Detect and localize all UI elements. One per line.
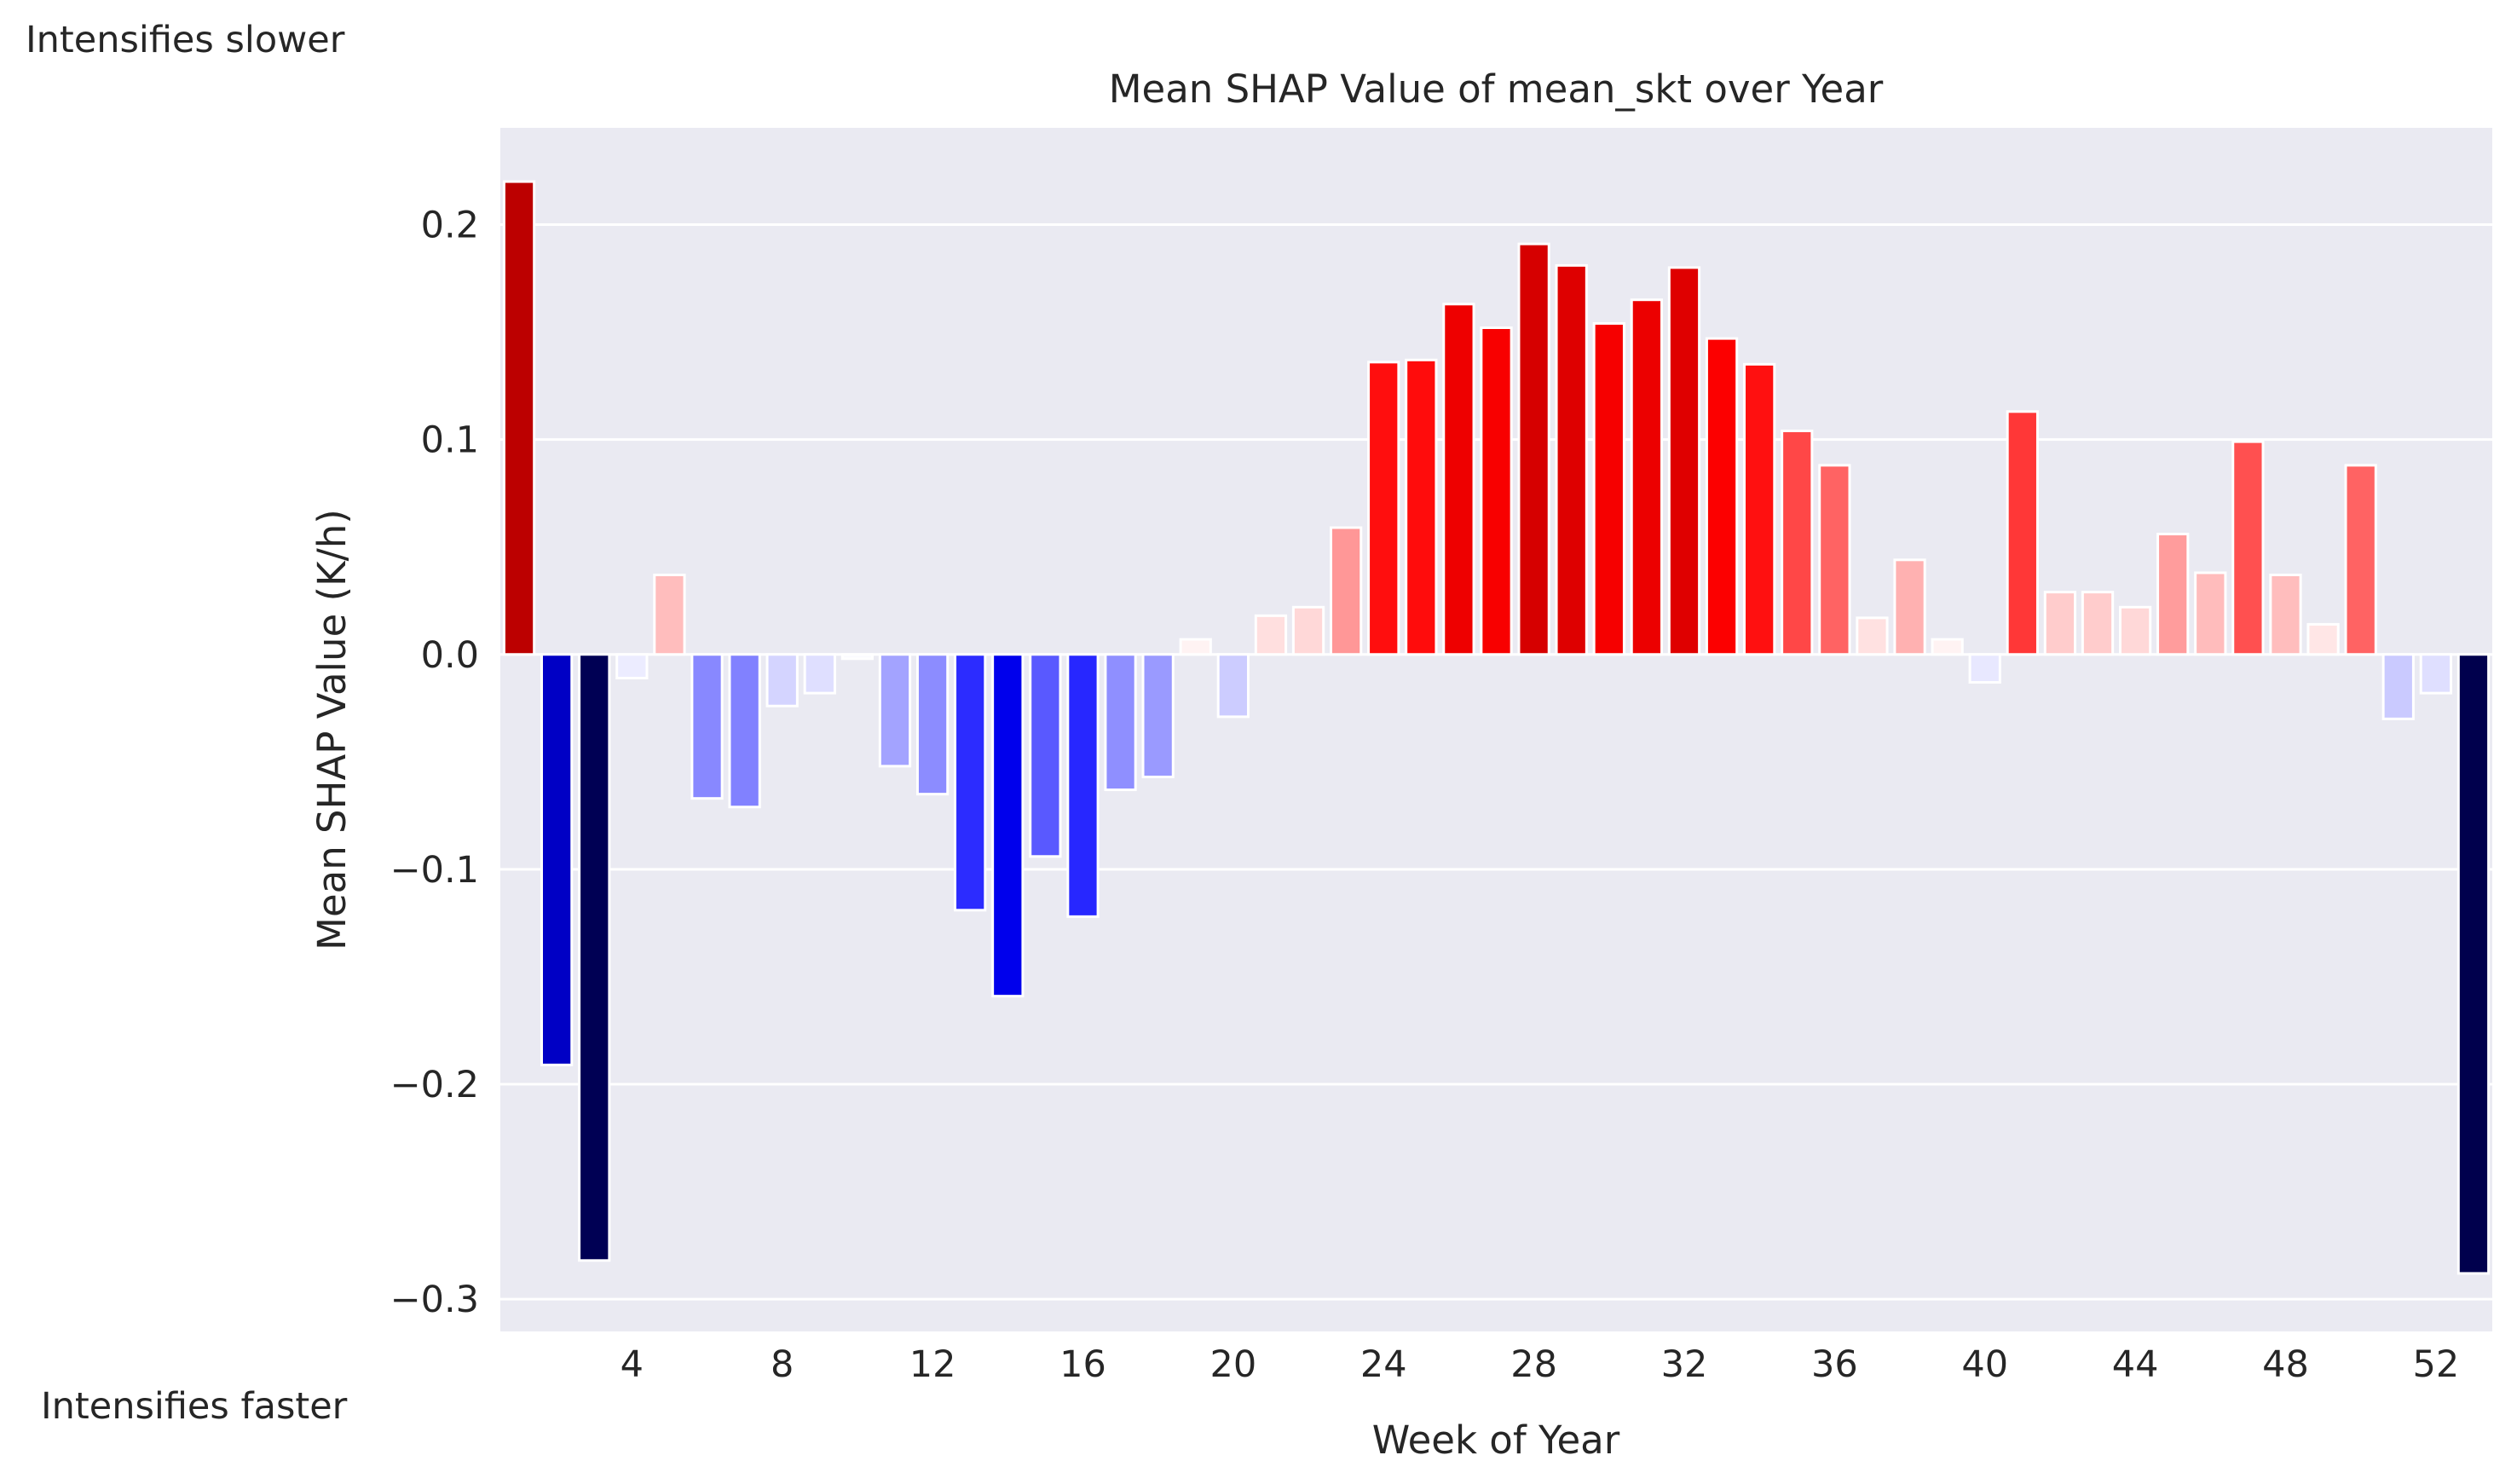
- bar-week-12: [915, 653, 950, 796]
- bar-week-40: [1968, 653, 2001, 684]
- bar-week-10: [840, 653, 875, 661]
- x-tick-label: 28: [1510, 1343, 1557, 1386]
- y-tick-label: 0.2: [421, 204, 479, 246]
- bar-week-30: [1592, 321, 1625, 656]
- bar-week-8: [765, 653, 799, 707]
- y-tick-label: −0.1: [390, 849, 479, 892]
- y-tick-label: 0.1: [421, 419, 479, 462]
- bar-week-7: [728, 653, 761, 809]
- y-tick-label: 0.0: [421, 634, 479, 677]
- x-tick-label: 44: [2112, 1343, 2159, 1386]
- bar-week-14: [991, 653, 1025, 998]
- x-tick-label: 24: [1360, 1343, 1407, 1386]
- y-tick-label: −0.2: [390, 1064, 479, 1106]
- bar-week-39: [1931, 638, 1964, 656]
- bar-week-46: [2194, 571, 2227, 656]
- bar-week-18: [1141, 653, 1175, 778]
- bar-week-5: [653, 573, 686, 656]
- x-tick-label: 32: [1661, 1343, 1708, 1386]
- y-axis-label: Mean SHAP Value (K/h): [309, 509, 355, 950]
- bar-week-35: [1781, 430, 1814, 656]
- bar-week-52: [2419, 653, 2452, 695]
- bar-week-4: [615, 653, 649, 679]
- bar-week-53: [2456, 653, 2491, 1275]
- bar-week-16: [1066, 653, 1100, 918]
- x-tick-labels: 4 8 12 16 20 24 28 32 36 40 44 48 52: [621, 1343, 2460, 1386]
- x-tick-label: 52: [2412, 1343, 2459, 1386]
- bar-week-47: [2231, 440, 2265, 656]
- bar-week-6: [690, 653, 724, 800]
- x-tick-label: 20: [1209, 1343, 1256, 1386]
- bar-week-13: [954, 653, 987, 912]
- bar-week-48: [2269, 573, 2302, 656]
- x-tick-label: 36: [1811, 1343, 1858, 1386]
- x-tick-label: 16: [1059, 1343, 1106, 1386]
- bar-week-26: [1442, 303, 1475, 656]
- bar-week-27: [1480, 326, 1513, 656]
- bar-week-34: [1743, 362, 1776, 656]
- bar-week-44: [2118, 605, 2152, 656]
- bar-week-21: [1254, 614, 1288, 656]
- bar-week-41: [2006, 410, 2039, 656]
- y-tick-labels: −0.3 −0.2 −0.1 0.0 0.1 0.2: [390, 204, 479, 1321]
- bar-week-25: [1405, 358, 1438, 656]
- bar-week-43: [2081, 591, 2115, 656]
- bar-week-50: [2344, 464, 2377, 656]
- annotation-intensifies-slower: Intensifies slower: [26, 19, 345, 61]
- bar-week-31: [1630, 298, 1664, 656]
- x-tick-label: 8: [771, 1343, 794, 1386]
- bar-week-29: [1555, 263, 1588, 656]
- bars: [502, 180, 2491, 1275]
- bar-week-2: [540, 653, 574, 1066]
- bar-week-3: [578, 653, 611, 1262]
- plot-background: [500, 128, 2492, 1331]
- chart-title: Mean SHAP Value of mean_skt over Year: [1109, 66, 1884, 112]
- bar-week-37: [1856, 616, 1889, 656]
- bar-week-36: [1818, 464, 1851, 656]
- bar-week-15: [1029, 653, 1062, 858]
- x-tick-label: 12: [909, 1343, 956, 1386]
- x-axis-label: Week of Year: [1372, 1418, 1620, 1463]
- bar-week-17: [1104, 653, 1137, 792]
- bar-week-51: [2381, 653, 2415, 720]
- bar-week-19: [1179, 638, 1212, 656]
- x-tick-label: 48: [2262, 1343, 2309, 1386]
- bar-week-28: [1517, 242, 1550, 656]
- bar-week-22: [1291, 605, 1325, 656]
- annotation-intensifies-faster: Intensifies faster: [41, 1385, 348, 1428]
- bar-week-38: [1893, 558, 1926, 656]
- bar-week-11: [878, 653, 912, 768]
- bar-week-9: [803, 653, 836, 695]
- x-tick-label: 40: [1961, 1343, 2008, 1386]
- bar-week-42: [2043, 591, 2077, 656]
- x-tick-label: 4: [621, 1343, 644, 1386]
- bar-week-45: [2156, 533, 2190, 656]
- bar-week-23: [1329, 526, 1363, 656]
- y-tick-label: −0.3: [390, 1279, 479, 1321]
- bar-week-33: [1705, 337, 1739, 656]
- bar-week-49: [2306, 622, 2340, 656]
- bar-week-24: [1367, 361, 1400, 656]
- bar-week-20: [1216, 653, 1250, 719]
- bar-week-32: [1667, 266, 1701, 656]
- bar-week-1: [502, 180, 536, 656]
